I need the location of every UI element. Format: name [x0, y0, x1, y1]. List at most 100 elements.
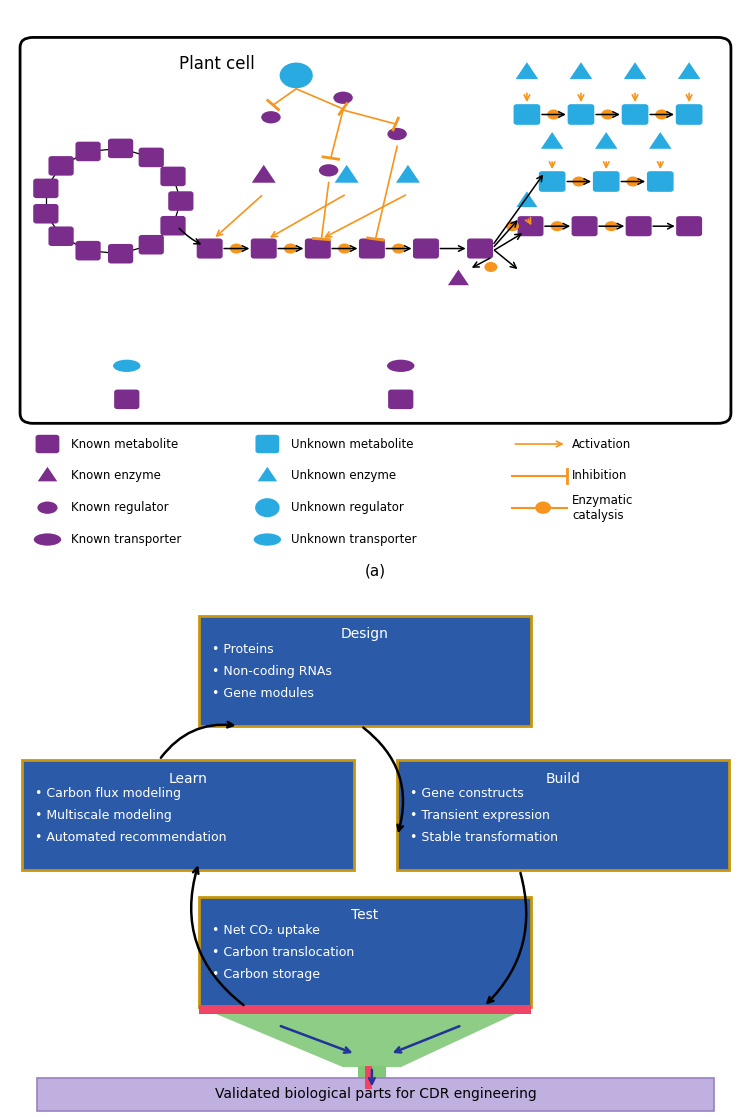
Text: • Carbon translocation: • Carbon translocation	[212, 946, 354, 958]
Circle shape	[484, 261, 497, 273]
Polygon shape	[595, 132, 617, 149]
Text: Learn: Learn	[169, 772, 207, 785]
FancyBboxPatch shape	[538, 171, 566, 192]
FancyBboxPatch shape	[305, 238, 330, 258]
Ellipse shape	[113, 360, 140, 372]
Polygon shape	[252, 165, 276, 183]
Polygon shape	[570, 63, 593, 79]
Bar	[365, 1066, 372, 1089]
Text: Design: Design	[341, 627, 388, 641]
FancyBboxPatch shape	[168, 191, 194, 211]
Polygon shape	[649, 132, 671, 149]
Ellipse shape	[254, 533, 281, 546]
Circle shape	[572, 176, 585, 187]
FancyBboxPatch shape	[37, 1078, 714, 1110]
FancyBboxPatch shape	[251, 238, 276, 258]
Polygon shape	[199, 1006, 530, 1067]
Text: • Carbon flux modeling: • Carbon flux modeling	[35, 787, 181, 800]
Circle shape	[506, 221, 519, 231]
FancyBboxPatch shape	[388, 390, 413, 409]
Ellipse shape	[387, 360, 415, 372]
FancyBboxPatch shape	[23, 760, 354, 870]
FancyBboxPatch shape	[199, 615, 530, 726]
Ellipse shape	[388, 127, 407, 141]
Text: Unknown enzyme: Unknown enzyme	[291, 469, 397, 483]
Circle shape	[550, 221, 564, 231]
Circle shape	[230, 244, 243, 254]
Text: Build: Build	[545, 772, 581, 785]
Text: Unknown metabolite: Unknown metabolite	[291, 438, 414, 450]
Ellipse shape	[261, 111, 281, 124]
Polygon shape	[448, 269, 469, 285]
FancyBboxPatch shape	[197, 238, 222, 258]
Bar	[199, 1004, 530, 1013]
Polygon shape	[335, 165, 359, 183]
Circle shape	[605, 221, 618, 231]
FancyBboxPatch shape	[572, 217, 598, 237]
FancyBboxPatch shape	[568, 104, 594, 125]
Text: • Net CO₂ uptake: • Net CO₂ uptake	[212, 924, 320, 937]
FancyBboxPatch shape	[647, 171, 674, 192]
FancyBboxPatch shape	[467, 238, 493, 258]
Text: Known regulator: Known regulator	[71, 502, 169, 514]
FancyBboxPatch shape	[626, 217, 652, 237]
FancyBboxPatch shape	[35, 435, 59, 454]
Polygon shape	[258, 467, 277, 481]
Polygon shape	[38, 467, 57, 481]
Polygon shape	[516, 63, 538, 79]
Text: Enzymatic
catalysis: Enzymatic catalysis	[572, 494, 634, 522]
Bar	[358, 1066, 385, 1089]
Polygon shape	[624, 63, 647, 79]
Text: Activation: Activation	[572, 438, 632, 450]
FancyBboxPatch shape	[139, 147, 164, 168]
Circle shape	[338, 244, 351, 254]
Text: • Gene modules: • Gene modules	[212, 687, 314, 700]
Circle shape	[255, 498, 279, 517]
Text: Plant cell: Plant cell	[179, 55, 255, 74]
FancyBboxPatch shape	[676, 217, 702, 237]
Text: • Transient expression: • Transient expression	[410, 810, 550, 822]
FancyBboxPatch shape	[514, 104, 540, 125]
Circle shape	[547, 109, 560, 120]
Text: • Multiscale modeling: • Multiscale modeling	[35, 810, 172, 822]
FancyBboxPatch shape	[33, 179, 59, 198]
Polygon shape	[541, 132, 563, 149]
Circle shape	[626, 176, 639, 187]
Circle shape	[601, 109, 614, 120]
FancyBboxPatch shape	[49, 156, 74, 175]
FancyBboxPatch shape	[161, 216, 185, 236]
Circle shape	[392, 244, 405, 254]
Text: • Stable transformation: • Stable transformation	[410, 831, 558, 844]
Text: Unknown regulator: Unknown regulator	[291, 502, 404, 514]
FancyBboxPatch shape	[75, 142, 101, 161]
Ellipse shape	[38, 502, 58, 514]
Text: • Gene constructs: • Gene constructs	[410, 787, 524, 800]
Circle shape	[284, 244, 297, 254]
Polygon shape	[678, 63, 701, 79]
FancyBboxPatch shape	[199, 897, 530, 1006]
Text: • Non-coding RNAs: • Non-coding RNAs	[212, 665, 332, 678]
Ellipse shape	[333, 92, 353, 104]
FancyBboxPatch shape	[33, 204, 59, 223]
Ellipse shape	[319, 164, 339, 176]
Text: Test: Test	[351, 908, 379, 922]
Ellipse shape	[34, 533, 61, 546]
Text: Unknown transporter: Unknown transporter	[291, 533, 417, 546]
Text: (a): (a)	[365, 563, 386, 579]
Polygon shape	[517, 191, 538, 207]
FancyBboxPatch shape	[622, 104, 648, 125]
FancyBboxPatch shape	[114, 390, 140, 409]
Text: Known metabolite: Known metabolite	[71, 438, 179, 450]
Text: • Carbon storage: • Carbon storage	[212, 968, 320, 981]
FancyBboxPatch shape	[397, 760, 728, 870]
Text: Known transporter: Known transporter	[71, 533, 182, 546]
FancyBboxPatch shape	[676, 104, 702, 125]
FancyBboxPatch shape	[255, 435, 279, 454]
FancyBboxPatch shape	[161, 166, 185, 187]
Circle shape	[279, 63, 312, 88]
FancyBboxPatch shape	[139, 235, 164, 255]
FancyBboxPatch shape	[593, 171, 620, 192]
Circle shape	[655, 109, 668, 120]
Polygon shape	[396, 165, 420, 183]
Text: • Automated recommendation: • Automated recommendation	[35, 831, 227, 844]
